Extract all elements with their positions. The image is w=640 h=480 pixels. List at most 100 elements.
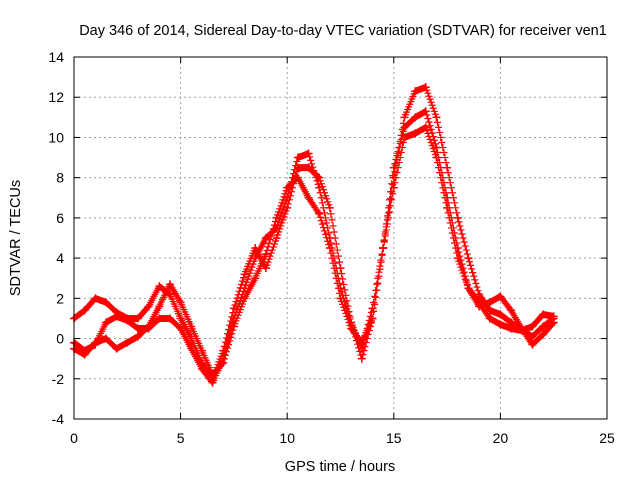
data-point	[272, 213, 281, 222]
data-point	[464, 284, 473, 293]
y-tick-label: -2	[52, 371, 65, 387]
x-axis-label: GPS time / hours	[285, 459, 395, 475]
data-point	[475, 298, 484, 307]
data-point	[91, 338, 100, 347]
data-point	[123, 316, 132, 325]
data-point	[357, 354, 366, 363]
data-point	[389, 183, 398, 192]
data-point	[485, 314, 494, 323]
data-point	[453, 213, 462, 222]
data-point	[400, 123, 409, 132]
data-point	[229, 322, 238, 331]
grid	[74, 57, 607, 419]
data-point	[293, 153, 302, 162]
data-point	[165, 314, 174, 323]
data-point	[421, 83, 430, 92]
data-point	[517, 326, 526, 335]
data-point	[528, 340, 537, 349]
data-point	[187, 322, 196, 331]
data-point	[144, 302, 153, 311]
data-point	[421, 123, 430, 132]
data-point	[379, 244, 388, 253]
data-point	[432, 113, 441, 122]
tick-labels: 0 5 10 15 20 25 -4 -2 0 2 4 6 8 10 12 14	[48, 49, 615, 446]
plot-frame	[73, 56, 608, 420]
data-point	[368, 314, 377, 323]
data-point	[101, 334, 110, 343]
data-point	[176, 324, 185, 333]
data-point	[261, 250, 270, 259]
chart-title: Day 346 of 2014, Sidereal Day-to-day VTE…	[79, 23, 607, 39]
y-tick-label: -4	[52, 411, 65, 427]
data-point	[197, 346, 206, 355]
data-point	[283, 183, 292, 192]
data-point	[315, 183, 324, 192]
data-point	[133, 314, 142, 323]
data-point	[251, 274, 260, 283]
x-tick-label: 10	[279, 430, 295, 446]
y-tick-label: 4	[56, 250, 64, 266]
data-point	[272, 234, 281, 242]
data-point	[421, 107, 430, 116]
data-point	[155, 314, 164, 323]
data-point	[208, 378, 217, 387]
data-point	[112, 312, 121, 321]
data-point	[187, 344, 196, 353]
data-point	[133, 324, 142, 333]
data-point	[251, 254, 260, 263]
series-track-a	[70, 83, 558, 383]
data-point	[443, 203, 452, 212]
x-tick-label: 20	[493, 430, 509, 446]
data-point	[176, 314, 185, 323]
x-tick-label: 25	[599, 430, 615, 446]
data-point	[133, 332, 142, 341]
y-tick-label: 8	[56, 170, 64, 186]
data-point	[496, 320, 505, 329]
series-track-b	[70, 107, 558, 387]
data-point	[112, 344, 121, 353]
data-point	[101, 298, 110, 307]
data-point	[155, 282, 164, 291]
data-point	[176, 298, 185, 307]
x-tick-label: 15	[386, 430, 402, 446]
x-tick-label: 0	[70, 430, 78, 446]
data-point	[496, 292, 505, 301]
data-point	[304, 193, 313, 202]
data-point	[475, 290, 484, 299]
data-point	[400, 133, 409, 142]
data-point	[336, 294, 345, 303]
data-point	[208, 370, 217, 379]
data-point	[411, 129, 420, 138]
data-point	[91, 294, 100, 303]
data-point	[443, 163, 452, 172]
data-point	[325, 203, 334, 212]
data-point	[507, 324, 516, 333]
x-tick-label: 5	[177, 430, 185, 446]
y-tick-label: 12	[48, 89, 64, 105]
y-tick-label: 2	[56, 290, 64, 306]
data-point	[123, 338, 132, 347]
y-tick-label: 6	[56, 210, 64, 226]
y-axis-label: SDTVAR / TECUs	[8, 180, 24, 296]
data-point	[304, 149, 313, 158]
data-point	[539, 322, 548, 331]
data-point	[411, 87, 420, 96]
series-markers	[70, 123, 558, 379]
data-point	[101, 318, 110, 327]
y-tick-label: 10	[48, 129, 64, 145]
data-point	[165, 280, 174, 289]
data-point	[496, 310, 505, 319]
data-point	[197, 364, 206, 373]
data-point	[400, 113, 409, 122]
data-point	[219, 358, 228, 367]
data-point	[261, 234, 270, 242]
data-point	[144, 322, 153, 331]
series-track-c	[70, 123, 558, 379]
data-point	[293, 173, 302, 182]
series-markers	[70, 107, 558, 387]
data-point	[347, 324, 356, 333]
data-point	[315, 209, 324, 218]
data-point	[507, 306, 516, 315]
data-point	[325, 244, 334, 253]
